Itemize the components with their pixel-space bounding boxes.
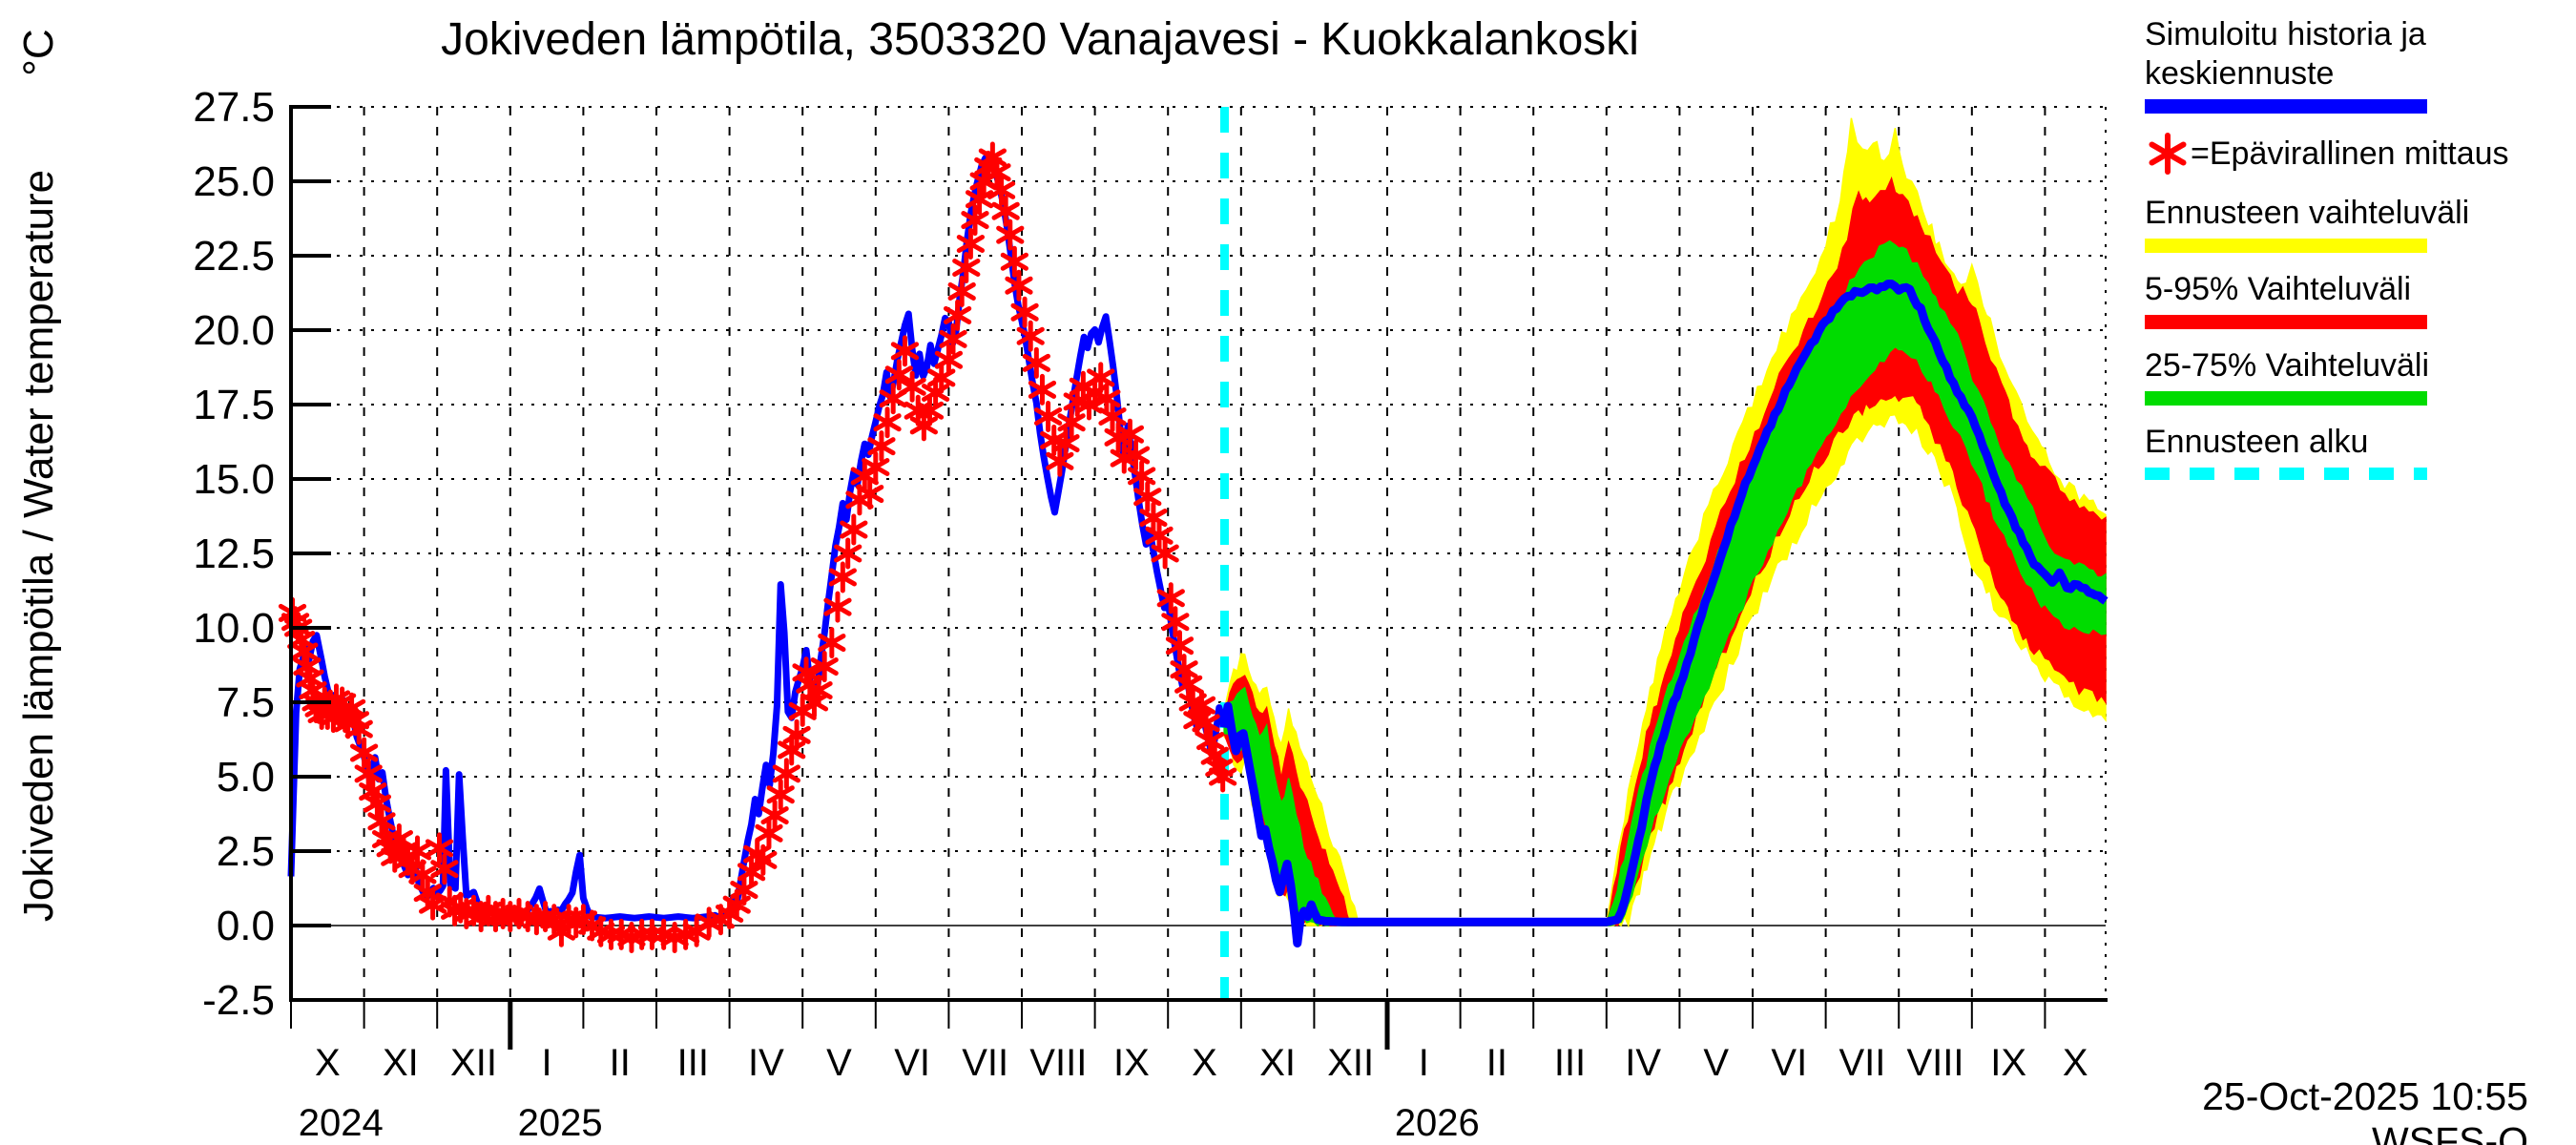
legend-25-75-label: 25-75% Vaihteluväli (2145, 347, 2429, 384)
observation-markers (278, 141, 1237, 953)
svg-text:-2.5: -2.5 (202, 977, 275, 1024)
legend-forecast-start-label: Ennusteen alku (2145, 424, 2369, 460)
svg-text:27.5: 27.5 (193, 84, 275, 131)
svg-text:VII: VII (962, 1042, 1008, 1084)
svg-text:II: II (1486, 1042, 1507, 1084)
svg-text:VI: VI (894, 1042, 930, 1084)
legend-item-unofficial: =Epävirallinen mittaus (2145, 131, 2576, 177)
forecast-median-line (1219, 280, 2109, 948)
page-title: Jokiveden lämpötila, 3503320 Vanajavesi … (441, 14, 1639, 65)
svg-text:XI: XI (383, 1042, 419, 1084)
svg-text:20.0: 20.0 (193, 307, 275, 354)
svg-text:10.0: 10.0 (193, 605, 275, 652)
legend-forecast-range-label: Ennusteen vaihteluväli (2145, 195, 2470, 231)
svg-text:X: X (1192, 1042, 1217, 1084)
svg-text:12.5: 12.5 (193, 531, 275, 577)
axis-labels: 27.5 25.0 22.5 20.0 17.5 15.0 12.5 10.0 7.5 5.0 2.… (193, 84, 2088, 1144)
svg-text:2024: 2024 (299, 1102, 384, 1144)
svg-text:V: V (1703, 1042, 1729, 1084)
svg-text:XII: XII (1327, 1042, 1374, 1084)
svg-text:VIII: VIII (1907, 1042, 1964, 1084)
svg-text:VI: VI (1771, 1042, 1807, 1084)
legend-item-5-95: 5-95% Vaihteluväli (2145, 270, 2576, 329)
generation-timestamp: 25-Oct-2025 10:55 WSFS-O (2202, 1074, 2528, 1145)
band-5-95-swatch (2145, 315, 2427, 329)
legend-item-forecast-range: Ennusteen vaihteluväli (2145, 194, 2576, 253)
svg-text:5.0: 5.0 (217, 754, 275, 801)
legend-item-history: Simuloitu historia ja keskiennuste (2145, 15, 2576, 114)
svg-text:VIII: VIII (1029, 1042, 1087, 1084)
svg-text:22.5: 22.5 (193, 233, 275, 280)
chart-legend: Simuloitu historia ja keskiennuste =Epäv… (2145, 15, 2576, 497)
svg-text:XI: XI (1259, 1042, 1296, 1084)
axes (289, 105, 2108, 1050)
legend-5-95-label: 5-95% Vaihteluväli (2145, 271, 2412, 307)
outer-band-swatch (2145, 239, 2427, 253)
band-25-75-swatch (2145, 391, 2427, 406)
svg-text:I: I (1419, 1042, 1429, 1084)
legend-history-label: Simuloitu historia ja keskiennuste (2145, 16, 2426, 92)
svg-text:2.5: 2.5 (217, 828, 275, 875)
svg-text:IV: IV (1625, 1042, 1661, 1084)
svg-text:III: III (677, 1042, 709, 1084)
history-median-line (287, 151, 1228, 922)
svg-text:2025: 2025 (518, 1102, 603, 1144)
svg-text:X: X (315, 1042, 341, 1084)
asterisk-marker-icon (2149, 133, 2187, 175)
legend-item-forecast-start: Ennusteen alku (2145, 423, 2576, 480)
svg-text:7.5: 7.5 (217, 679, 275, 726)
history-median-line (287, 151, 1228, 922)
svg-text:VII: VII (1839, 1042, 1885, 1084)
svg-text:V: V (826, 1042, 852, 1084)
svg-text:II: II (610, 1042, 631, 1084)
legend-unofficial-label: =Epävirallinen mittaus (2191, 135, 2509, 172)
svg-text:2026: 2026 (1395, 1102, 1480, 1144)
svg-text:0.0: 0.0 (217, 903, 275, 949)
svg-text:IV: IV (748, 1042, 784, 1084)
forecast-bands (1223, 117, 2107, 928)
svg-text:XII: XII (450, 1042, 497, 1084)
svg-text:III: III (1554, 1042, 1586, 1084)
svg-text:IX: IX (1113, 1042, 1150, 1084)
svg-text:25.0: 25.0 (193, 158, 275, 205)
svg-text:15.0: 15.0 (193, 456, 275, 503)
history-line-swatch (2145, 99, 2427, 114)
legend-item-25-75: 25-75% Vaihteluväli (2145, 346, 2576, 406)
forecast-median-line (1219, 280, 2109, 948)
svg-text:X: X (2063, 1042, 2088, 1084)
forecast-start-swatch (2145, 468, 2427, 480)
svg-text:IX: IX (1990, 1042, 2026, 1084)
svg-text:I: I (542, 1042, 552, 1084)
svg-text:17.5: 17.5 (193, 382, 275, 428)
